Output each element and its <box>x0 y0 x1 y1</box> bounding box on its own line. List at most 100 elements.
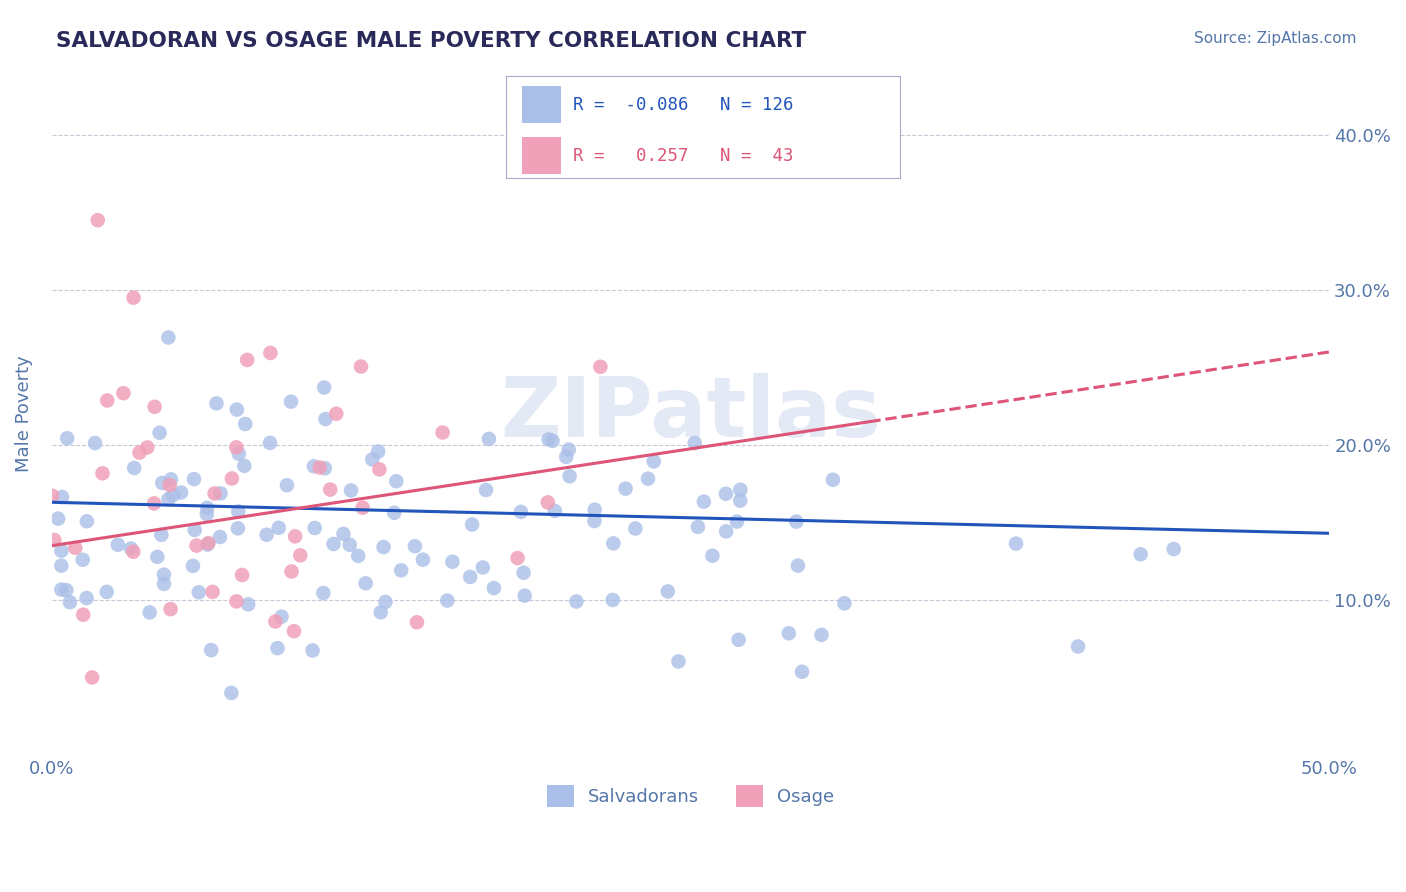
Point <box>41 489 63 503</box>
Point <box>236 352 259 367</box>
Point <box>541 434 564 448</box>
Point <box>785 515 807 529</box>
Point <box>778 626 800 640</box>
Point <box>276 478 298 492</box>
Point <box>153 567 176 582</box>
Point <box>583 502 606 516</box>
Point <box>157 330 180 344</box>
Point <box>51 490 73 504</box>
Point <box>727 632 749 647</box>
Point <box>259 346 281 360</box>
Point <box>730 483 752 497</box>
Legend: Salvadorans, Osage: Salvadorans, Osage <box>540 778 841 814</box>
Point <box>558 469 581 483</box>
Point <box>312 586 335 600</box>
Point <box>128 445 150 459</box>
Point <box>221 471 243 485</box>
Point <box>197 536 219 550</box>
Point <box>51 558 73 573</box>
Point <box>225 402 247 417</box>
Point <box>228 447 250 461</box>
Point <box>149 425 172 440</box>
Point <box>702 549 724 563</box>
Point <box>385 475 408 489</box>
Point <box>233 458 256 473</box>
Point <box>565 594 588 608</box>
Point <box>354 576 377 591</box>
Point <box>643 454 665 468</box>
Point <box>512 566 534 580</box>
Point <box>51 582 73 597</box>
Point <box>187 585 209 599</box>
Point <box>280 565 302 579</box>
Point <box>506 551 529 566</box>
Point <box>374 595 396 609</box>
Point <box>56 431 79 445</box>
Point <box>143 496 166 510</box>
Point <box>432 425 454 440</box>
Point <box>283 624 305 639</box>
Point <box>195 507 218 521</box>
Point <box>614 482 637 496</box>
Point <box>231 568 253 582</box>
Point <box>51 543 73 558</box>
Point <box>183 523 205 537</box>
Point <box>308 460 330 475</box>
Point <box>197 537 219 551</box>
Point <box>624 522 647 536</box>
Point <box>370 605 392 619</box>
Point <box>790 665 813 679</box>
Point <box>112 386 135 401</box>
Point <box>725 515 748 529</box>
Point <box>157 492 180 507</box>
Point <box>225 441 247 455</box>
Point <box>72 553 94 567</box>
Text: SALVADORAN VS OSAGE MALE POVERTY CORRELATION CHART: SALVADORAN VS OSAGE MALE POVERTY CORRELA… <box>56 31 807 51</box>
Point <box>325 407 347 421</box>
Point <box>65 541 87 555</box>
Point <box>537 495 560 509</box>
Point <box>153 577 176 591</box>
Point <box>302 459 325 474</box>
Point <box>150 528 173 542</box>
Point <box>441 555 464 569</box>
Point <box>183 472 205 486</box>
Text: Source: ZipAtlas.com: Source: ZipAtlas.com <box>1194 31 1357 46</box>
Point <box>72 607 94 622</box>
Point <box>82 670 104 684</box>
Point <box>150 475 173 490</box>
Point <box>368 462 391 476</box>
Point <box>162 488 184 502</box>
Point <box>120 541 142 556</box>
Point <box>509 505 531 519</box>
Point <box>205 396 228 410</box>
Point <box>122 545 145 559</box>
Point <box>332 527 354 541</box>
Point <box>319 483 342 497</box>
Point <box>555 450 578 464</box>
Point <box>1163 542 1185 557</box>
Point <box>270 609 292 624</box>
Point <box>96 585 118 599</box>
Point <box>406 615 429 630</box>
Point <box>382 506 405 520</box>
Bar <box>522 137 561 174</box>
Point <box>181 558 204 573</box>
Point <box>810 628 832 642</box>
Point <box>280 394 302 409</box>
Point <box>373 540 395 554</box>
Point <box>221 686 243 700</box>
Point <box>170 485 193 500</box>
Point <box>513 589 536 603</box>
Point <box>107 538 129 552</box>
Point <box>683 436 706 450</box>
Point <box>290 549 312 563</box>
Point <box>537 433 560 447</box>
Y-axis label: Male Poverty: Male Poverty <box>15 356 32 473</box>
Point <box>143 400 166 414</box>
Point <box>322 537 344 551</box>
Point <box>558 442 581 457</box>
Point <box>821 473 844 487</box>
Point <box>195 500 218 515</box>
Point <box>657 584 679 599</box>
